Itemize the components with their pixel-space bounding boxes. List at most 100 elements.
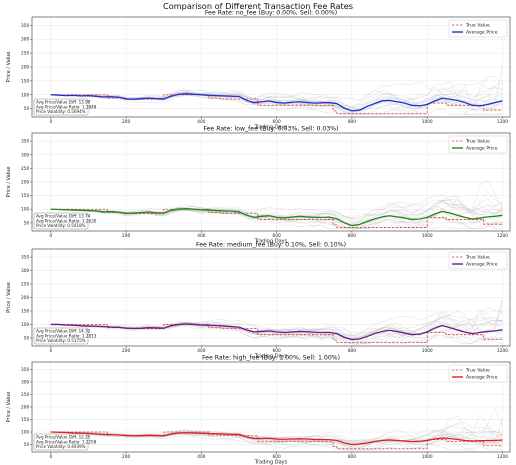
y-tick-label: 350 [21,367,29,373]
x-tick-label: 200 [122,233,130,239]
stats-line: Avg Price/Value Diff: 12.25 [36,435,91,440]
x-tick-label: 1000 [422,348,433,354]
x-axis-label: Trading Days [254,239,288,245]
y-tick-label: 250 [21,166,29,172]
x-tick-label: 800 [348,233,356,239]
x-tick-label: 1200 [497,233,508,239]
y-tick-label: 200 [21,405,29,411]
stats-line: Price Volatility: 0.4939% [36,444,86,449]
x-tick-label: 200 [122,454,130,460]
y-tick-label: 300 [21,152,29,158]
stats-box [33,212,89,230]
chart-panel-4: Fee Rate: high_fee (Buy: 1.00%, Sell: 1.… [6,355,511,465]
chart-panel-3: Fee Rate: medium_fee (Buy: 0.10%, Sell: … [6,242,511,360]
simulation-path [50,312,503,340]
x-tick-label: 800 [348,454,356,460]
x-tick-label: 0 [49,119,52,125]
legend-box [448,135,508,154]
panel-title: Fee Rate: medium_fee (Buy: 0.10%, Sell: … [196,242,346,249]
stats-box [33,433,89,451]
x-axis-label: Trading Days [254,125,288,131]
y-tick-label: 100 [21,322,29,328]
simulation-path [50,309,503,339]
legend-label: True Value [465,139,490,145]
y-tick-label: 200 [21,180,29,186]
x-tick-label: 1200 [497,348,508,354]
x-tick-label: 400 [197,348,205,354]
data-series [50,323,503,343]
chart-panel-2: Fee Rate: low_fee (Buy: 0.03%, Sell: 0.0… [6,126,511,245]
stats-line: Price Volatility: 0.5694% [36,109,86,114]
legend-label: True Value [465,23,490,29]
legend-label: Average Price [466,375,498,381]
x-tick-label: 400 [197,233,205,239]
simulation-path [50,431,503,451]
y-tick-label: 100 [21,430,29,436]
stats-line: Avg Price/Value Diff: 13.99 [36,100,91,105]
y-tick-label: 150 [21,78,29,84]
data-series [50,431,503,450]
panel-title: Fee Rate: low_fee (Buy: 0.03%, Sell: 0.0… [203,126,338,133]
y-tick-label: 250 [21,392,29,398]
legend-label: Average Price [466,262,498,268]
panel-title: Fee Rate: high_fee (Buy: 1.00%, Sell: 1.… [202,355,340,362]
stats-line: Price Volatility: 0.5175% [36,338,86,343]
y-tick-label: 50 [24,335,30,341]
true-value-line [50,324,503,343]
true-value-line [50,94,503,114]
average-price-line [50,323,503,341]
x-tick-label: 0 [49,348,52,354]
y-axis-label: Price / Value [6,392,12,423]
stats-line: Avg Price/Value Ratio: 1.2630 [36,218,97,223]
y-tick-label: 150 [21,417,29,423]
simulation-path [50,81,503,112]
y-tick-label: 300 [21,268,29,274]
y-tick-label: 200 [21,65,29,71]
x-tick-label: 600 [273,233,281,239]
y-tick-label: 250 [21,51,29,57]
average-price-line [50,431,503,446]
legend-box [448,364,508,383]
simulation-path [50,322,503,342]
x-tick-label: 600 [273,348,281,354]
y-tick-label: 100 [21,92,29,98]
true-value-line [50,208,503,228]
x-tick-label: 400 [197,454,205,460]
simulation-path [50,201,503,230]
y-tick-label: 150 [21,308,29,314]
x-axis-label: Trading Days [254,354,288,360]
x-tick-label: 800 [348,119,356,125]
stats-line: Avg Price/Value Diff: 14.32 [36,329,91,334]
y-tick-label: 300 [21,37,29,43]
y-tick-label: 50 [24,220,30,226]
stats-box [33,98,89,116]
legend-label: Average Price [466,30,498,36]
x-tick-label: 1000 [422,454,433,460]
legend-box [448,251,508,270]
x-tick-label: 1000 [422,119,433,125]
panel-title: Fee Rate: no_fee (Buy: 0.00%, Sell: 0.00… [205,10,337,17]
data-series [50,93,503,114]
x-tick-label: 1200 [497,119,508,125]
legend-label: Average Price [466,146,498,152]
chart-panel-1: Fee Rate: no_fee (Buy: 0.00%, Sell: 0.00… [6,10,511,131]
data-series [50,208,503,228]
y-tick-label: 300 [21,380,29,386]
average-price-line [50,208,503,227]
x-tick-label: 600 [273,119,281,125]
y-tick-label: 250 [21,282,29,288]
y-axis-label: Price / Value [6,282,12,313]
stats-line: Price Volatility: 0.5418% [36,223,86,228]
x-tick-label: 1000 [422,233,433,239]
stats-line: Avg Price/Value Ratio: 1.2813 [36,333,97,338]
y-tick-label: 350 [21,139,29,145]
y-axis-label: Price / Value [6,167,12,198]
y-tick-label: 150 [21,193,29,199]
